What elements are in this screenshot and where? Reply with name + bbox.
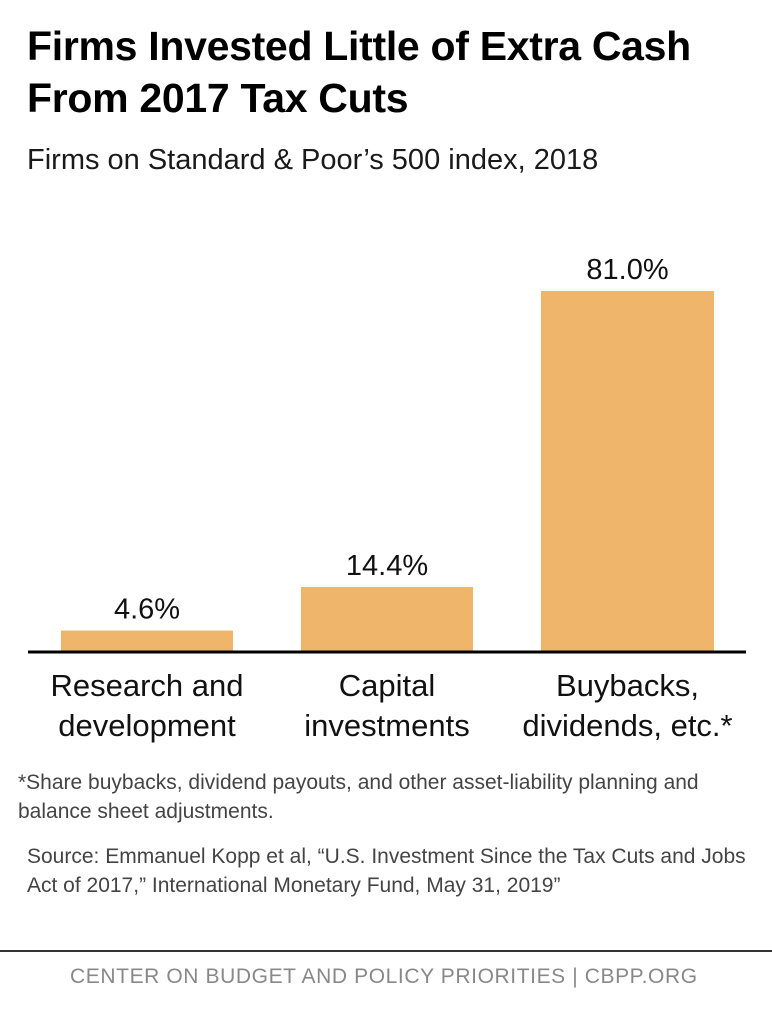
value-label-3: 81.0% [586,254,668,286]
category-label-1-line-1: Research and [50,668,243,703]
bar-3 [541,291,714,651]
chart-title: Firms Invested Little of Extra Cash From… [27,23,691,121]
bar-2 [301,587,473,651]
footnote: *Share buybacks, dividend payouts, and o… [18,771,699,823]
category-label-1-line-2: development [58,708,236,743]
bar-chart: 4.6% Research and development 14.4% Capital i… [28,254,746,743]
category-label-3-line-2: dividends, etc.* [522,708,732,743]
category-label-2-line-1: Capital [339,668,436,703]
category-label-2-line-2: investments [304,708,469,743]
bar-1 [61,630,233,651]
footer-credit: CENTER ON BUDGET AND POLICY PRIORITIES |… [70,965,698,988]
value-label-2: 14.4% [346,550,428,582]
category-label-3-line-1: Buybacks, [556,668,699,703]
chart-subtitle: Firms on Standard & Poor’s 500 index, 20… [27,144,599,176]
footer-divider [0,950,772,952]
source-note: Source: Emmanuel Kopp et al, “U.S. Inves… [27,845,746,897]
value-label-1: 4.6% [114,594,180,626]
